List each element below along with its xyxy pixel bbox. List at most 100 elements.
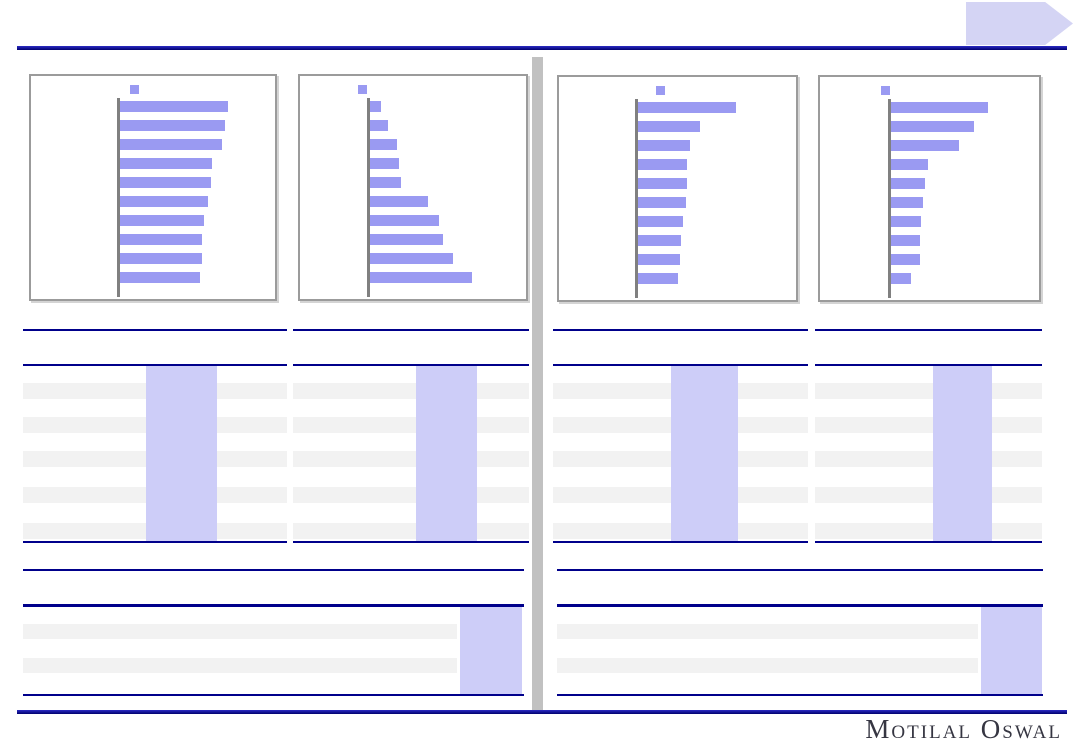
bar <box>370 120 388 131</box>
y-axis-line <box>117 98 120 297</box>
table-row <box>815 523 1042 539</box>
highlight-column <box>981 607 1042 694</box>
bar <box>891 140 959 151</box>
y-axis-line <box>888 99 891 298</box>
table-row <box>815 451 1042 467</box>
bar <box>891 121 974 132</box>
bar <box>638 235 681 246</box>
bar <box>370 253 453 264</box>
arrow-shape <box>966 2 1073 45</box>
table-bottom-rule <box>293 541 529 543</box>
table-top-rule <box>23 329 287 331</box>
bar <box>120 101 228 112</box>
bar <box>638 216 683 227</box>
table-header-rule <box>293 364 529 366</box>
bar <box>891 159 928 170</box>
table-header-rule <box>557 604 1043 607</box>
table-row <box>293 383 529 399</box>
highlight-column <box>671 366 738 541</box>
bottom-rule <box>17 710 1067 714</box>
bar <box>120 139 222 150</box>
bar <box>370 101 381 112</box>
table-bottom-rule <box>815 541 1042 543</box>
bar <box>120 234 202 245</box>
table-row <box>23 658 457 673</box>
bar <box>370 272 472 283</box>
bar <box>120 196 208 207</box>
bar <box>370 139 397 150</box>
bar <box>638 254 680 265</box>
bar <box>891 102 988 113</box>
legend-marker-icon <box>130 85 139 94</box>
table-row <box>815 417 1042 433</box>
table-header-rule <box>815 364 1042 366</box>
table-top-rule <box>293 329 529 331</box>
highlight-column <box>933 366 992 541</box>
bar <box>370 158 399 169</box>
table-top-rule <box>557 569 1043 571</box>
table-row <box>293 417 529 433</box>
bar <box>120 215 204 226</box>
bar <box>891 197 923 208</box>
table-row <box>815 383 1042 399</box>
bar <box>891 178 925 189</box>
legend-marker-icon <box>358 85 367 94</box>
bar <box>370 196 428 207</box>
y-axis-line <box>635 99 638 298</box>
table-row <box>815 487 1042 503</box>
highlight-column <box>416 366 477 541</box>
bar <box>120 120 225 131</box>
chart-panel <box>818 75 1041 302</box>
highlight-column <box>146 366 217 541</box>
chart-panel <box>557 75 798 302</box>
legend-marker-icon <box>656 86 665 95</box>
table-bottom-rule <box>23 541 287 543</box>
chart-panel <box>298 74 528 301</box>
bar <box>638 102 736 113</box>
bar <box>120 253 202 264</box>
table-top-rule <box>23 569 524 571</box>
table-row <box>293 451 529 467</box>
table-row <box>293 487 529 503</box>
bar <box>891 254 920 265</box>
bar <box>370 215 439 226</box>
bar <box>120 158 212 169</box>
bar <box>638 273 678 284</box>
bar <box>638 178 687 189</box>
table-header-rule <box>23 604 524 607</box>
bar <box>638 159 687 170</box>
table-top-rule <box>815 329 1042 331</box>
table-top-rule <box>553 329 808 331</box>
highlight-column <box>460 607 522 694</box>
brand-wordmark: Motilal Oswal <box>865 714 1062 744</box>
bar <box>370 177 401 188</box>
legend-marker-icon <box>881 86 890 95</box>
data-table <box>815 329 1042 543</box>
bar <box>891 273 911 284</box>
table-row <box>23 624 457 639</box>
table-header-rule <box>23 364 287 366</box>
top-rule <box>17 46 1067 50</box>
data-table <box>23 329 287 543</box>
data-table <box>293 329 529 543</box>
table-bottom-rule <box>23 694 524 696</box>
bar <box>120 272 200 283</box>
table-row <box>557 658 978 673</box>
bar <box>638 121 700 132</box>
bar <box>638 197 686 208</box>
bar <box>891 235 920 246</box>
table-row <box>293 523 529 539</box>
bar <box>638 140 690 151</box>
bar <box>120 177 211 188</box>
table-header-rule <box>553 364 808 366</box>
bar <box>370 234 443 245</box>
chart-panel <box>29 74 277 301</box>
summary-table <box>557 569 1043 696</box>
y-axis-line <box>367 98 370 297</box>
bar <box>891 216 921 227</box>
table-bottom-rule <box>557 694 1043 696</box>
table-bottom-rule <box>553 541 808 543</box>
summary-table <box>23 569 524 696</box>
data-table <box>553 329 808 543</box>
